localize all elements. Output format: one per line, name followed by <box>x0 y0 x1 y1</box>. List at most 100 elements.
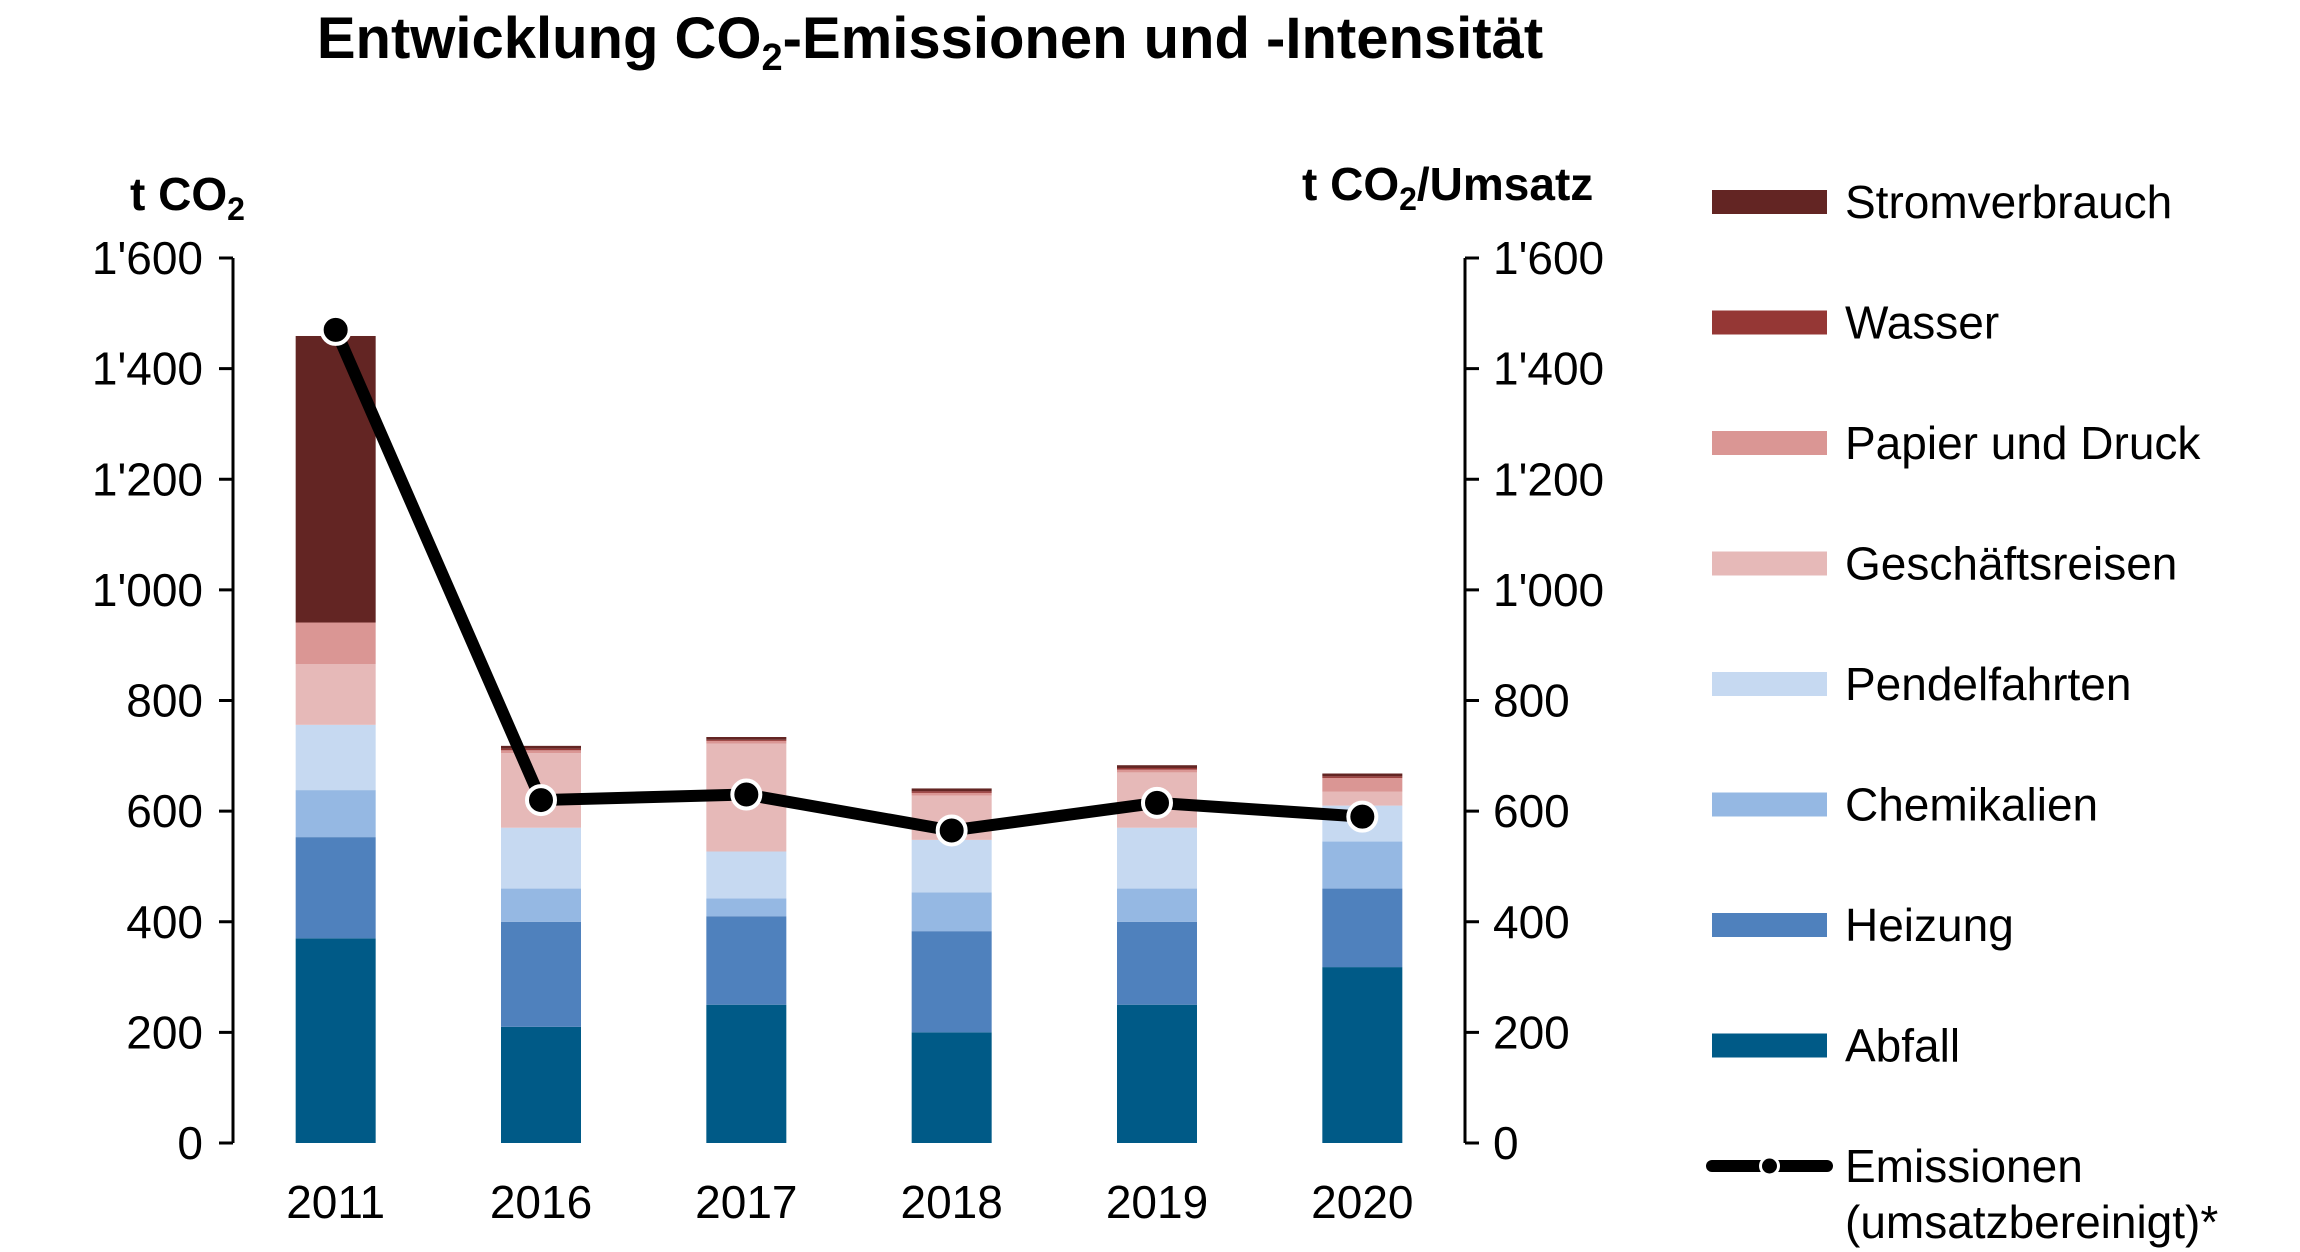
bar-2018-series-3 <box>911 839 992 893</box>
bar-2011-series-7 <box>295 335 376 623</box>
bar-2019-series-5 <box>1117 769 1197 773</box>
axes-layer: 0 200 400 600 800 1'000 1'200 1'400 1'600 0 200 400… <box>92 232 1604 1228</box>
bar-2017-series-1 <box>706 916 787 1005</box>
y-axis-left-title: t CO2 <box>130 168 245 227</box>
bar-2020-series-4 <box>1322 791 1403 806</box>
y-left-tick-label: 1'600 <box>92 232 203 284</box>
legend-label-1: Wasser <box>1845 297 1999 349</box>
y-right-tick-label: 400 <box>1493 896 1570 948</box>
y-right-tick-label: 1'200 <box>1493 453 1604 505</box>
y-right-tick-label: 600 <box>1493 785 1570 837</box>
legend-swatch-5 <box>1712 792 1827 817</box>
bar-2019-series-3 <box>1117 827 1197 889</box>
bar-2016-series-6 <box>501 748 581 751</box>
bar-2011-series-2 <box>295 790 376 838</box>
legend: Stromverbrauch Wasser Papier und Druck Gesc… <box>1706 176 2218 1248</box>
bar-2017-series-5 <box>706 740 787 744</box>
x-tick-label-2019: 2019 <box>1106 1176 1208 1228</box>
bar-2017-series-0 <box>706 1004 787 1143</box>
legend-label-7: Abfall <box>1845 1020 1960 1072</box>
legend-swatch-4 <box>1712 672 1827 696</box>
bar-2018-series-7 <box>911 788 992 792</box>
bar-2020-series-0 <box>1322 967 1403 1143</box>
bar-2017-series-3 <box>706 851 787 899</box>
y-right-tick-label: 200 <box>1493 1006 1570 1058</box>
y-right-tick-label: 800 <box>1493 675 1570 727</box>
bar-2016-series-2 <box>501 888 581 922</box>
emissions-point-2018 <box>935 814 968 847</box>
legend-line-label-note: (umsatzbereinigt)* <box>1845 1196 2218 1248</box>
bar-2011-series-3 <box>295 724 376 791</box>
emissions-point-2011 <box>319 313 352 346</box>
bar-2018-series-2 <box>911 892 992 932</box>
x-tick-label-2016: 2016 <box>490 1176 592 1228</box>
y-left-tick-label: 600 <box>126 785 203 837</box>
legend-label-4: Pendelfahrten <box>1845 658 2131 710</box>
y-left-tick-label: 1'400 <box>92 343 203 395</box>
bar-2020-series-6 <box>1322 776 1403 778</box>
bar-2016-series-0 <box>501 1026 581 1143</box>
bar-2018-series-1 <box>911 931 992 1033</box>
legend-label-5: Chemikalien <box>1845 779 2098 831</box>
bar-2020-series-7 <box>1322 773 1403 777</box>
bar-2019-series-0 <box>1117 1004 1197 1143</box>
line-layer <box>319 313 1379 847</box>
bar-2016-series-1 <box>501 921 581 1027</box>
chart-title: Entwicklung CO2-Emissionen und -Intensit… <box>317 6 1543 79</box>
bars-layer <box>295 335 1403 1143</box>
legend-swatch-1 <box>1712 310 1827 335</box>
legend-label-3: Geschäftsreisen <box>1845 538 2177 590</box>
bar-2018-series-0 <box>911 1032 992 1143</box>
bar-2019-series-6 <box>1117 767 1197 770</box>
x-tick-label-2011: 2011 <box>286 1176 385 1228</box>
legend-label-0: Stromverbrauch <box>1845 176 2172 228</box>
bar-2018-series-5 <box>911 792 992 796</box>
legend-swatch-3 <box>1712 551 1827 576</box>
bar-2011-series-1 <box>295 837 376 939</box>
bar-2020-series-5 <box>1322 777 1403 792</box>
legend-swatch-0 <box>1712 190 1827 214</box>
bar-2016-series-3 <box>501 827 581 889</box>
emissions-point-2019 <box>1141 786 1173 819</box>
y-left-tick-label: 0 <box>177 1117 203 1169</box>
emissions-point-2017 <box>730 778 763 811</box>
x-tick-label-2020: 2020 <box>1311 1176 1413 1228</box>
bar-2018-series-6 <box>911 791 992 793</box>
emissions-point-2020 <box>1346 800 1379 833</box>
bar-2016-series-5 <box>501 750 581 754</box>
x-tick-label-2017: 2017 <box>695 1176 797 1228</box>
emissions-line <box>330 327 1363 837</box>
y-left-tick-label: 1'000 <box>92 564 203 616</box>
bar-2019-series-1 <box>1117 921 1197 1005</box>
bar-2019-series-2 <box>1117 888 1197 922</box>
bar-2017-series-7 <box>706 737 787 740</box>
legend-line-label: Emissionen <box>1845 1140 2083 1192</box>
y-left-tick-label: 200 <box>126 1006 203 1058</box>
emissions-point-2016 <box>525 784 557 817</box>
y-right-tick-label: 1'000 <box>1493 564 1604 616</box>
y-axis-right-title: t CO2/Umsatz <box>1302 158 1593 217</box>
legend-line-marker <box>1759 1155 1780 1177</box>
legend-label-2: Papier und Druck <box>1845 417 2201 469</box>
legend-label-6: Heizung <box>1845 899 2014 951</box>
bar-2011-series-0 <box>295 938 376 1143</box>
bar-2020-series-2 <box>1322 841 1403 889</box>
x-tick-label-2018: 2018 <box>900 1176 1002 1228</box>
bar-2019-series-7 <box>1117 765 1197 768</box>
bar-2011-series-5 <box>295 622 376 664</box>
legend-swatch-2 <box>1712 431 1827 455</box>
bar-2020-series-1 <box>1322 888 1403 968</box>
bar-2016-series-7 <box>501 745 581 749</box>
bar-2011-series-4 <box>295 663 376 725</box>
y-left-tick-label: 800 <box>126 675 203 727</box>
y-right-tick-label: 1'400 <box>1493 343 1604 395</box>
y-left-tick-label: 1'200 <box>92 453 203 505</box>
bar-2017-series-6 <box>706 739 787 741</box>
y-left-tick-label: 400 <box>126 896 203 948</box>
legend-swatch-7 <box>1712 1033 1827 1058</box>
y-right-tick-label: 1'600 <box>1493 232 1604 284</box>
y-right-tick-label: 0 <box>1493 1117 1519 1169</box>
bar-2017-series-2 <box>706 898 787 917</box>
legend-swatch-6 <box>1712 913 1827 937</box>
